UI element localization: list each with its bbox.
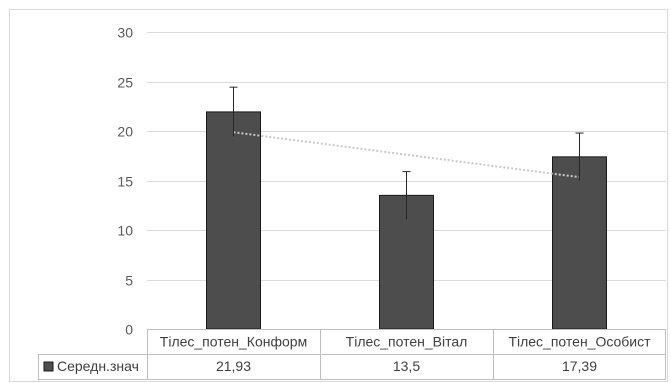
data-table-value: 17,39	[562, 358, 597, 374]
x-category-label: Тілес_потен_Конформ	[160, 334, 307, 350]
y-tick-label: 15	[117, 174, 133, 190]
bars	[206, 111, 607, 330]
y-tick-label: 5	[125, 273, 133, 289]
bar	[552, 156, 607, 330]
y-tick-label: 0	[125, 322, 133, 338]
y-tick-label: 10	[117, 223, 133, 239]
x-category-label: Тілес_потен_Вітал	[346, 334, 468, 350]
legend-key-swatch	[43, 361, 54, 372]
series-name-label: Середн.знач	[57, 358, 139, 374]
bar	[206, 111, 261, 330]
y-tick-label: 25	[117, 75, 133, 91]
data-table-value: 13,5	[393, 358, 420, 374]
y-axis-tick-labels: 0 5 10 15 20 25 30	[117, 25, 133, 338]
x-category-label: Тілес_потен_Особист	[508, 334, 651, 350]
data-table: Тілес_потен_Конформ Тілес_потен_Вітал Тіле…	[38, 329, 666, 380]
data-table-value: 21,93	[216, 358, 251, 374]
y-tick-label: 20	[117, 124, 133, 140]
y-tick-label: 30	[117, 25, 133, 41]
error-bars	[229, 86, 584, 220]
